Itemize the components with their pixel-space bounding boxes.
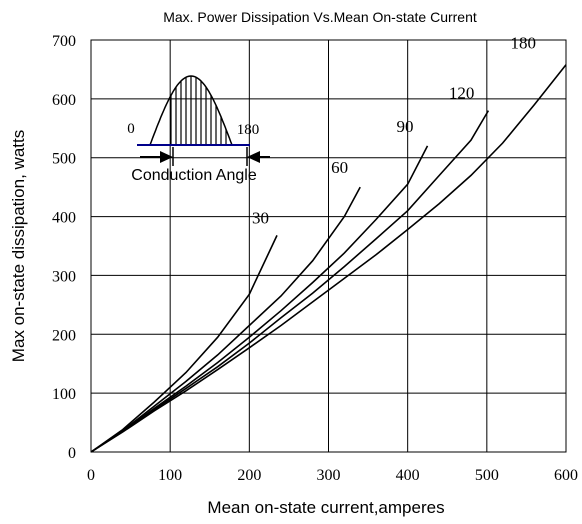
grid [90, 39, 567, 453]
series-label-120: 120 [449, 84, 475, 103]
y-tick-label: 400 [52, 210, 76, 227]
y-tick-label: 100 [52, 386, 76, 403]
x-tick-label: 200 [237, 467, 261, 484]
series-line-180 [90, 64, 567, 453]
y-tick-label: 700 [52, 33, 76, 50]
x-tick-label: 0 [87, 467, 95, 484]
series-label-60: 60 [331, 158, 348, 177]
x-tick-label: 300 [317, 467, 341, 484]
series-lines [90, 64, 567, 453]
y-tick-label: 500 [52, 151, 76, 168]
x-axis-label: Mean on-state current,amperes [207, 498, 444, 517]
series-labels: 30 60 90 120 180 [252, 34, 536, 228]
conduction-angle-inset: 0 180 Conduction Angle [127, 75, 270, 184]
series-line-90 [90, 145, 429, 453]
series-line-30 [90, 235, 278, 453]
y-tick-label: 300 [52, 268, 76, 285]
inset-end-label: 180 [237, 122, 260, 138]
inset-caption: Conduction Angle [131, 167, 257, 184]
y-tick-labels: 0 100 200 300 400 500 600 700 [52, 33, 76, 462]
series-label-180: 180 [511, 34, 537, 53]
inset-right-arrow [246, 147, 270, 166]
y-tick-label: 600 [52, 92, 76, 109]
series-line-60 [90, 186, 361, 453]
inset-waveform [137, 75, 233, 146]
y-axis-label: Max on-state dissipation, watts [9, 130, 28, 362]
y-tick-label: 200 [52, 327, 76, 344]
x-tick-labels: 0 100 200 300 400 500 600 [87, 467, 578, 484]
x-tick-label: 600 [554, 467, 578, 484]
plot-frame [90, 39, 567, 453]
chart-title: Max. Power Dissipation Vs.Mean On-state … [163, 9, 477, 25]
inset-left-arrow [140, 147, 174, 166]
x-tick-label: 400 [396, 467, 420, 484]
series-label-90: 90 [396, 117, 413, 136]
y-tick-label: 0 [68, 445, 76, 462]
x-tick-label: 500 [475, 467, 499, 484]
series-line-120 [90, 110, 490, 453]
series-label-30: 30 [252, 208, 269, 227]
inset-hatching [170, 76, 227, 145]
x-tick-label: 100 [158, 467, 182, 484]
inset-start-label: 0 [127, 121, 135, 137]
